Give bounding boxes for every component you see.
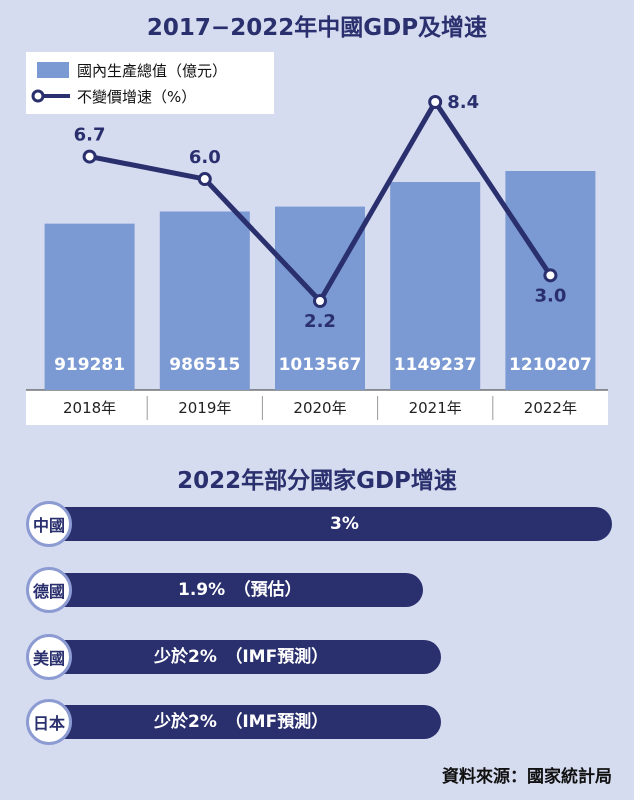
growth-point: [428, 95, 443, 109]
legend-label-gdp: 國內生產總值（億元）: [77, 62, 227, 80]
chart-title: 2017−2022年中國GDP及增速: [146, 15, 488, 41]
x-tick-label: 2021年: [409, 399, 462, 417]
growth-bar: [46, 640, 441, 674]
subtitle: 2022年部分國家GDP增速: [177, 468, 457, 494]
gdp-value-label: 1013567: [279, 355, 362, 375]
gdp-value-label: 1210207: [509, 355, 592, 375]
x-tick-label: 2020年: [293, 399, 346, 417]
growth-value-label: 6.7: [74, 125, 106, 146]
growth-value-label: 少於2% （IMF預測）: [154, 712, 329, 732]
country-row: 中國 3%: [26, 501, 612, 547]
gdp-value-label: 986515: [169, 355, 240, 375]
growth-value-label: 1.9% （預估）: [178, 580, 302, 600]
growth-point: [82, 149, 97, 164]
legend-bar-swatch: [37, 62, 69, 78]
country-label: 日本: [26, 699, 72, 745]
x-tick-label: 2022年: [524, 399, 577, 417]
gdp-bar: [390, 182, 481, 390]
growth-bar: [46, 507, 612, 541]
growth-bar: [46, 705, 441, 739]
growth-value-label: 8.4: [447, 92, 479, 113]
source-note: 資料來源：國家統計局: [442, 767, 612, 787]
growth-value-label: 3.0: [534, 285, 566, 306]
country-row: 日本 少於2% （IMF預測）: [26, 699, 441, 745]
gdp-value-label: 1149237: [394, 355, 477, 375]
country-label: 中國: [26, 501, 72, 547]
growth-point: [543, 268, 558, 283]
growth-point: [197, 172, 212, 187]
growth-value-label: 3%: [330, 514, 359, 534]
gdp-bar: [159, 211, 250, 390]
country-row: 德國 1.9% （預估）: [26, 567, 423, 613]
legend-line-marker: [31, 89, 45, 103]
country-label: 德國: [26, 567, 72, 613]
country-label: 美國: [26, 634, 72, 680]
growth-value-label: 2.2: [304, 311, 336, 332]
growth-point: [313, 294, 327, 308]
growth-value-label: 少於2% （IMF預測）: [154, 647, 329, 667]
x-tick-label: 2019年: [178, 399, 231, 417]
x-axis-band: [26, 390, 608, 425]
growth-value-label: 6.0: [189, 147, 221, 168]
country-row: 美國 少於2% （IMF預測）: [26, 634, 441, 680]
gdp-combo-chart: 919281 2018年 986515 2019年 1013567 2020年 114923…: [26, 52, 608, 425]
x-tick-label: 2018年: [63, 399, 116, 417]
growth-bar: [46, 573, 423, 607]
legend-label-growth: 不變價增速（%）: [77, 88, 196, 106]
gdp-value-label: 919281: [54, 355, 125, 375]
gdp-bar: [44, 223, 135, 390]
